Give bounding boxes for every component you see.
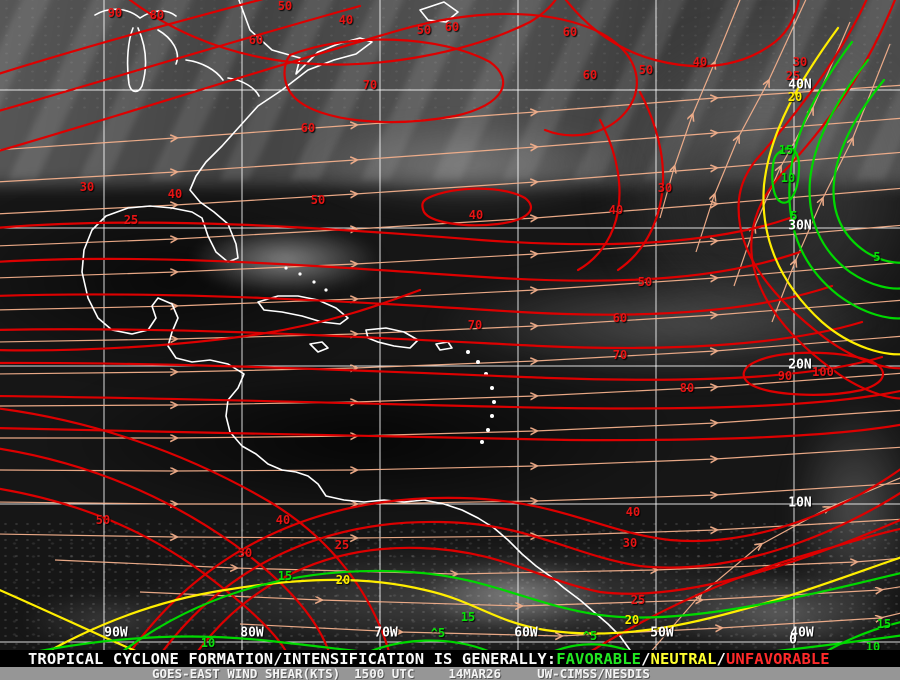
status-prefix: TROPICAL CYCLONE FORMATION/INTENSIFICATI… [28, 649, 557, 668]
map-overlay [0, 0, 900, 650]
coastlines [81, 0, 631, 650]
product-name: GOES-EAST WIND SHEAR(KTS) [152, 666, 341, 680]
status-bar: TROPICAL CYCLONE FORMATION/INTENSIFICATI… [0, 649, 900, 668]
high-shear-contours [0, 0, 900, 650]
status-neutral: NEUTRAL [650, 649, 717, 668]
product-time: 1500 UTC [354, 666, 415, 680]
product-info-bar: GOES-EAST WIND SHEAR(KTS) 1500 UTC 14MAR26… [0, 666, 900, 680]
product-date: 14MAR26 [448, 666, 502, 680]
wind-shear-map: 90 80 50 60 40 50 60 60 60 50 40 30 25 70 60 30 40 50 25 40… [0, 0, 900, 650]
low-shear-contours [39, 40, 900, 650]
status-unfavorable: UNFAVORABLE [725, 649, 830, 668]
status-favorable: FAVORABLE [556, 649, 642, 668]
lesser-antilles-islands [284, 266, 496, 444]
mid-shear-contours [0, 26, 900, 650]
product-credit: UW-CIMSS/NESDIS [537, 666, 650, 680]
